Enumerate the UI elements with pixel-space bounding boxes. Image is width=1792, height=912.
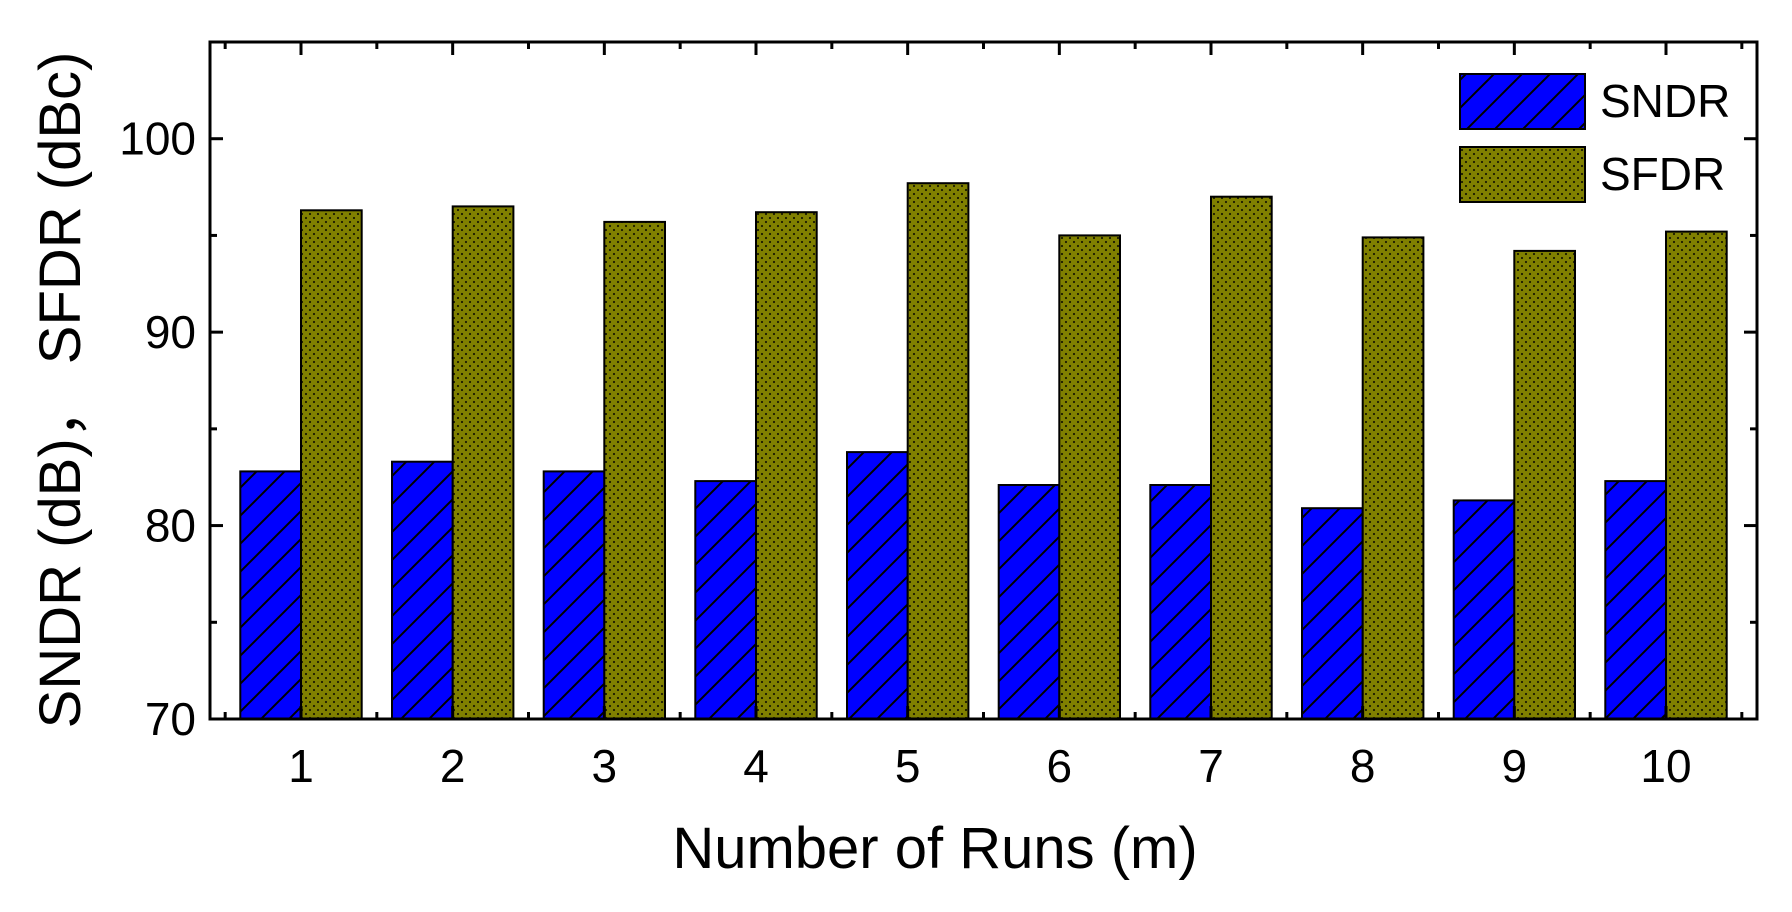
bar-sfdr-run-1 (300, 209, 363, 721)
y-tick-label-70: 70 (145, 693, 196, 745)
legend-swatch-sndr (1459, 73, 1586, 130)
x-tick-label-9: 9 (1502, 740, 1528, 792)
x-tick-label-7: 7 (1198, 740, 1224, 792)
bar-sfdr-run-5 (906, 182, 970, 720)
legend: SNDR SFDR (1459, 73, 1730, 203)
bar-sndr-run-2 (391, 460, 454, 720)
bar-sndr-run-4 (694, 480, 757, 720)
bar-sfdr-run-8 (1361, 236, 1425, 720)
bars-layer (239, 182, 1728, 721)
axis-ticks (210, 40, 1757, 721)
bar-sndr-run-5 (846, 451, 909, 720)
x-tick-label-4: 4 (743, 740, 769, 792)
bar-sfdr-run-10 (1665, 230, 1728, 720)
legend-label-sfdr: SFDR (1600, 148, 1725, 200)
x-tick-label-1: 1 (288, 740, 314, 792)
y-tick-label-80: 80 (145, 500, 196, 552)
bar-sndr-run-7 (1149, 484, 1213, 720)
bar-sndr-run-1 (239, 470, 303, 720)
bar-sndr-run-8 (1301, 507, 1364, 721)
bar-sfdr-run-2 (451, 205, 515, 720)
x-tick-label-2: 2 (440, 740, 466, 792)
legend-swatch-sfdr (1459, 146, 1586, 203)
bar-sfdr-run-9 (1513, 249, 1577, 720)
bar-sfdr-run-3 (603, 220, 666, 720)
x-tick-label-10: 10 (1640, 740, 1691, 792)
bar-sfdr-run-7 (1210, 195, 1273, 720)
bar-sndr-run-3 (542, 470, 606, 720)
x-tick-label-6: 6 (1047, 740, 1073, 792)
bar-sndr-run-6 (997, 484, 1061, 720)
x-tick-label-8: 8 (1350, 740, 1376, 792)
legend-label-sndr: SNDR (1600, 75, 1730, 127)
x-axis-title: Number of Runs (m) (672, 816, 1197, 881)
bar-sndr-run-9 (1452, 499, 1516, 720)
y-tick-label-90: 90 (145, 306, 196, 358)
axis-tick-labels: 70 80 90 100 1 2 3 4 5 6 7 8 9 10 (119, 113, 1691, 792)
bar-sndr-run-10 (1604, 480, 1668, 720)
bar-sfdr-run-6 (1058, 234, 1122, 720)
x-tick-label-5: 5 (895, 740, 921, 792)
y-tick-label-100: 100 (119, 113, 196, 165)
y-axis-title: SNDR (dB)， SFDR (dBc) (28, 52, 93, 729)
bar-sfdr-run-4 (755, 211, 818, 720)
x-tick-label-3: 3 (592, 740, 618, 792)
